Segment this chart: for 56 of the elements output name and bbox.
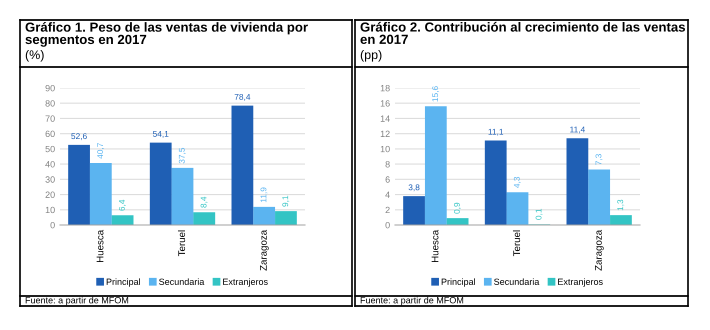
source-note: Fuente: a partir de MFOM	[26, 296, 128, 306]
y-tick-label: 6	[386, 176, 390, 183]
y-tick-label: 8	[386, 161, 390, 168]
legend-label: Extranjeros	[558, 278, 603, 287]
legend-label: Principal	[106, 278, 140, 287]
data-label: 11,1	[488, 128, 504, 136]
chart-title: Gráfico 1. Peso de las ventas de vivienda por segmentos en 2017	[25, 22, 308, 47]
data-label: 3,8	[408, 184, 420, 192]
legend-label: Secundaria	[494, 278, 540, 285]
chart-subtitle: (pp)	[360, 50, 382, 62]
y-tick-label: 50	[45, 146, 55, 152]
data-label: 0,9	[454, 202, 461, 214]
data-label: 37,5	[178, 148, 186, 164]
y-tick-label: 0	[385, 222, 390, 228]
y-tick-label: 20	[46, 192, 55, 198]
data-label: 11,4	[570, 126, 585, 134]
y-tick-label: 10	[46, 206, 55, 214]
y-tick-label: 12	[380, 130, 390, 137]
y-tick-label: 60	[46, 130, 55, 138]
y-tick-label: 0	[50, 222, 55, 228]
data-label: 6,4	[118, 200, 126, 211]
data-label: 40,7	[97, 143, 104, 159]
y-tick-label: 10	[380, 146, 390, 152]
x-tick-label: Teruel	[512, 230, 520, 256]
data-label: 78,4	[234, 94, 250, 101]
source-note: Fuente: a partir de MFOM	[360, 296, 464, 306]
data-label: 1,3	[617, 200, 624, 210]
chart-title: Gráfico 2. Contribución al crecimiento de las ventas en 2017	[360, 22, 686, 44]
legend-label: Extranjeros	[223, 278, 268, 287]
data-label: 15,6	[432, 86, 440, 102]
chart-subtitle: (%)	[26, 50, 44, 62]
y-tick-label: 16	[380, 100, 390, 107]
y-tick-label: 90	[46, 84, 55, 92]
legend-label: Secundaria	[159, 278, 204, 285]
data-label: 54,1	[152, 131, 168, 138]
legend-label: Principal	[442, 278, 476, 287]
y-tick-label: 2	[386, 206, 390, 214]
data-label: 11,9	[260, 188, 268, 202]
y-tick-label: 4	[385, 192, 390, 198]
x-tick-label: Huesca	[432, 230, 438, 262]
y-tick-label: 80	[45, 100, 55, 107]
y-tick-label: 40	[45, 161, 55, 168]
x-tick-label: Teruel	[178, 230, 186, 256]
data-label: 4,3	[514, 176, 521, 188]
y-tick-label: 14	[380, 116, 390, 122]
x-tick-label: Huesca	[96, 230, 104, 262]
data-label: 9,1	[282, 196, 290, 207]
data-label: 8,4	[200, 196, 208, 208]
data-label: 0,1	[536, 208, 542, 220]
y-tick-label: 18	[380, 84, 390, 92]
x-tick-label: Zaragoza	[260, 230, 269, 271]
y-tick-label: 70	[46, 115, 55, 122]
data-label: 52,6	[71, 133, 87, 140]
y-tick-label: 30	[45, 176, 55, 183]
x-tick-label: Zaragoza	[594, 230, 604, 271]
data-label: 7,3	[596, 154, 602, 165]
